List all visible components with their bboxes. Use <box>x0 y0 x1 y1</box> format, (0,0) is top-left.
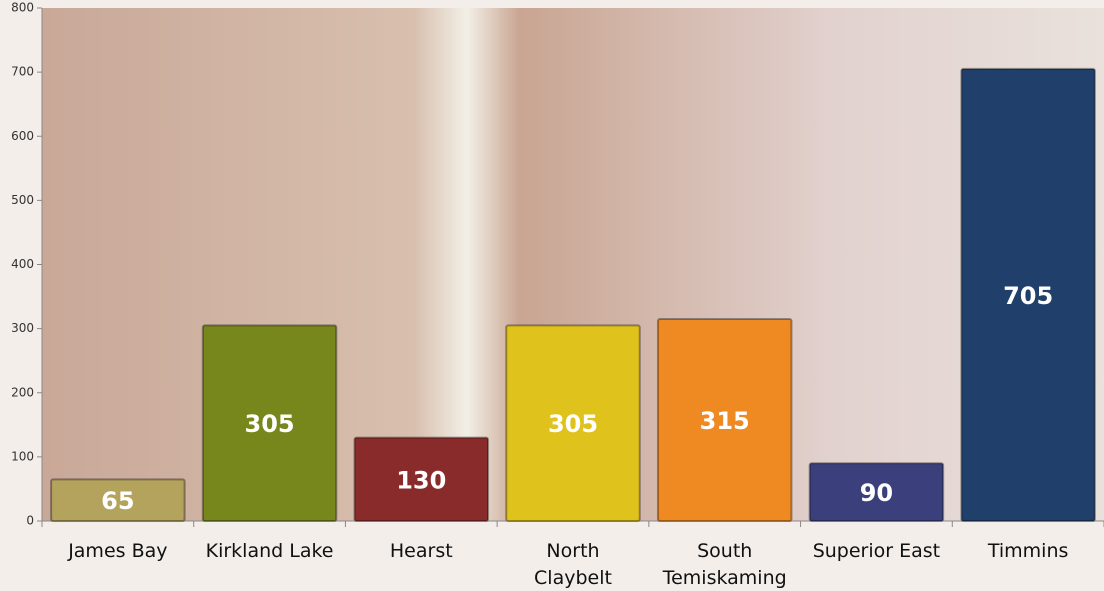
y-tick-label: 800 <box>11 1 34 15</box>
y-tick-label: 200 <box>11 385 34 399</box>
x-tick-label: Hearst <box>389 540 453 562</box>
bar <box>656 318 793 522</box>
x-tick-label: Timmins <box>987 540 1069 562</box>
bar <box>353 436 490 523</box>
bar <box>960 67 1096 522</box>
x-tick-label: South Temiskaming <box>662 540 787 589</box>
y-tick-label: 600 <box>11 129 34 143</box>
value-label: 130 <box>396 466 446 494</box>
bar <box>50 478 186 523</box>
value-label: 305 <box>548 410 598 438</box>
x-tick-label: North Claybelt <box>534 540 612 589</box>
x-tick-label: Kirkland Lake <box>205 540 334 562</box>
y-tick-label: 700 <box>11 65 34 79</box>
x-tick-label: Superior East <box>812 540 941 562</box>
bar <box>505 324 641 523</box>
bar <box>808 462 945 523</box>
y-tick-label: 300 <box>11 321 34 335</box>
y-tick-label: 400 <box>11 257 34 271</box>
y-tick-label: 100 <box>11 449 34 463</box>
value-label: 705 <box>1003 282 1053 310</box>
value-label: 305 <box>245 410 295 438</box>
x-tick-label: James Bay <box>68 540 168 562</box>
y-tick-label: 500 <box>11 193 34 207</box>
value-label: 315 <box>700 407 750 435</box>
y-tick-label: 0 <box>26 514 34 528</box>
bar <box>201 324 338 523</box>
value-label: 90 <box>860 479 893 507</box>
value-label: 65 <box>101 487 134 515</box>
